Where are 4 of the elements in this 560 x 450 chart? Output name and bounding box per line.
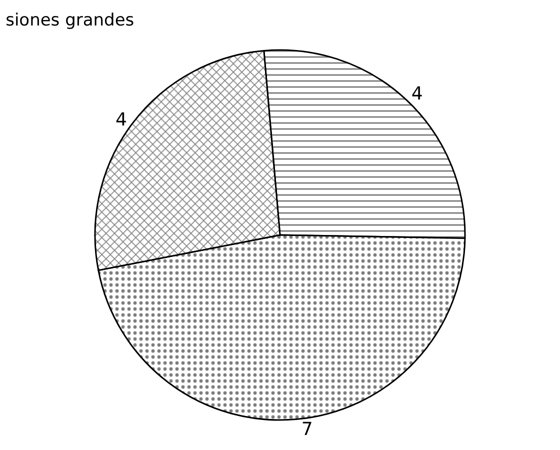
data-label: 4 (411, 84, 423, 105)
chart-title: siones grandes (6, 10, 134, 30)
data-label: 7 (301, 419, 313, 440)
data-label: 4 (116, 109, 127, 130)
